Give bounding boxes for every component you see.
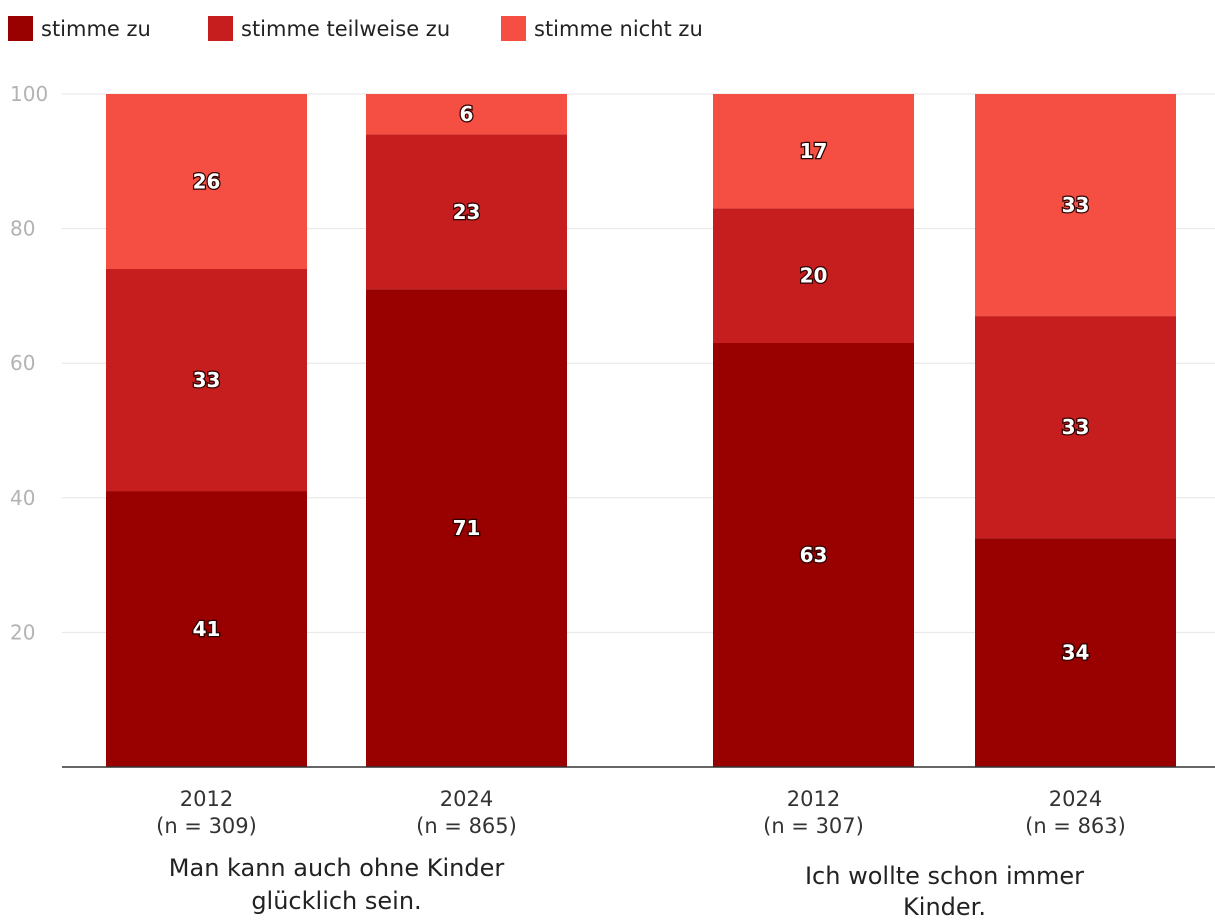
bar-value-label: 41 [193, 617, 221, 641]
x-category-n: (n = 309) [156, 814, 257, 838]
bar-segment [975, 538, 1176, 767]
bar-value-label: 6 [460, 102, 474, 126]
bars [106, 94, 1176, 767]
bar-value-label: 17 [800, 139, 828, 163]
x-category-n: (n = 863) [1025, 814, 1126, 838]
group-label: Man kann auch ohne Kinder [169, 854, 505, 882]
x-category-n: (n = 307) [763, 814, 864, 838]
bar-segment [366, 134, 567, 290]
x-category-year: 2012 [787, 787, 840, 811]
bar-segment [106, 268, 307, 492]
bar-segment [975, 316, 1176, 539]
y-tick-label: 60 [10, 351, 35, 375]
bar-value-label: 33 [1062, 193, 1090, 217]
y-axis: 20 40 60 80 100 [10, 82, 48, 644]
legend-label-3: stimme nicht zu [534, 17, 703, 41]
bar-value-label: 20 [800, 264, 828, 288]
bar-segment [106, 491, 307, 767]
y-tick-label: 100 [10, 82, 48, 106]
bar-segment [106, 94, 307, 269]
bar-value-label: 34 [1062, 641, 1090, 665]
legend-swatch-2 [208, 16, 233, 41]
x-category-year: 2012 [180, 787, 233, 811]
bar-segment [713, 343, 914, 767]
bar-segment [713, 94, 914, 209]
x-axis: 2012 (n = 309) 2024 (n = 865) 2012 (n = 307) 2… [62, 766, 1215, 838]
y-tick-label: 20 [10, 620, 35, 644]
x-category-year: 2024 [440, 787, 493, 811]
bar-value-label: 23 [453, 200, 481, 224]
bar-segment [366, 289, 567, 767]
bar-value-label: 63 [800, 543, 828, 567]
bar-value-labels: 41 33 26 71 23 6 63 20 17 34 33 33 [191, 101, 1090, 666]
legend-swatch-1 [8, 16, 33, 41]
bar-value-label: 26 [193, 169, 221, 193]
x-category-year: 2024 [1049, 787, 1102, 811]
y-tick-label: 80 [10, 217, 35, 241]
legend-swatch-3 [501, 16, 526, 41]
bar-segment [713, 208, 914, 344]
y-tick-label: 40 [10, 486, 35, 510]
x-category-n: (n = 865) [416, 814, 517, 838]
bar-value-label: 33 [1062, 415, 1090, 439]
bar-segment [366, 94, 567, 135]
bar-value-label: 71 [453, 516, 481, 540]
bar-value-label: 33 [193, 368, 221, 392]
group-label: Ich wollte schon immer [805, 862, 1084, 890]
legend: stimme zu stimme teilweise zu stimme nicht… [8, 16, 703, 41]
group-label: glücklich sein. [251, 887, 421, 915]
group-label: Kinder. [903, 893, 986, 921]
group-labels: Man kann auch ohne Kinder glücklich sein.… [169, 854, 1084, 921]
legend-label-2: stimme teilweise zu [241, 17, 450, 41]
legend-label-1: stimme zu [41, 17, 151, 41]
bar-segment [975, 94, 1176, 317]
